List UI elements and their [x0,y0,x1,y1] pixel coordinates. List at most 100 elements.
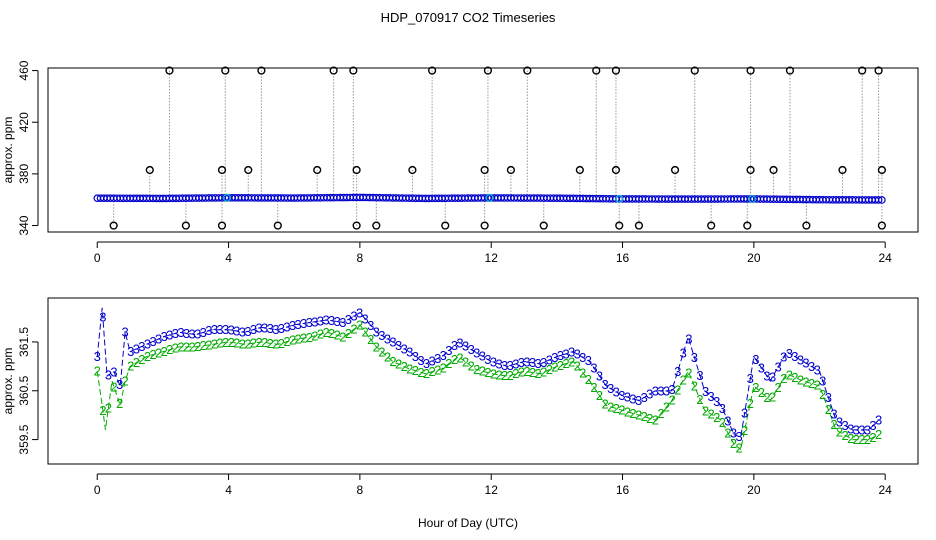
series-2-marker: 2 [155,345,162,360]
series-3-marker: 3 [401,341,408,356]
series-3-marker: 3 [557,348,564,363]
series-3-marker: 3 [702,384,709,399]
series-2-marker: 2 [317,327,324,342]
top-plot-frame [47,67,919,233]
outlier-point [480,221,489,230]
top-x-tick-label: 12 [485,251,499,265]
series-3-marker: 3 [568,345,575,360]
series-2-marker: 2 [624,404,631,419]
series-2-marker: 2 [668,392,675,407]
series-3-marker: 3 [177,325,184,340]
series-2-marker: 2 [747,396,754,411]
top-panel: approx. ppm 0 4 8 12 16 20 24 340 380 420 460 [1,60,919,265]
series-3-marker: 3 [133,341,140,356]
series-3-marker: 3 [362,311,369,326]
series-2-marker: 2 [596,388,603,403]
top-y-tick-label: 460 [17,60,31,80]
outlier-point [523,66,532,75]
series-3-marker: 3 [613,384,620,399]
series-2-marker: 2 [512,366,519,381]
series-2-marker: 2 [646,411,653,426]
series-2-marker: 2 [501,368,508,383]
baseline-point [878,196,886,204]
outlier-point [257,66,266,75]
series-2-marker: 2 [378,344,385,359]
outlier-point [329,66,338,75]
bottom-x-tick-label: 20 [747,483,761,497]
bottom-x-tick-label: 12 [485,483,499,497]
outlier-point [785,66,795,75]
series-3-line [96,307,879,438]
series-2-marker: 2 [847,431,854,446]
top-x-tick-label: 24 [878,251,892,265]
series-3-marker: 3 [328,313,335,328]
series-3-marker: 3 [490,355,497,370]
outlier-point [349,66,358,75]
series-2-marker: 2 [445,356,452,371]
series-2-marker: 2 [250,336,257,351]
series-2-marker: 2 [814,378,821,393]
outlier-point [539,221,548,230]
series-2-marker: 2 [216,336,223,351]
series-3-marker: 3 [244,324,251,339]
outlier-point [181,221,190,230]
series-2-marker: 2 [780,371,787,386]
series-2-marker: 2 [300,331,307,346]
series-3-marker: 3 [322,313,329,328]
outlier-point [575,165,584,175]
outlier-point [165,66,174,75]
series-3-marker: 3 [696,368,703,383]
series-3-marker: 3 [350,309,357,324]
series-3-marker: 3 [205,323,212,338]
series-3-marker: 3 [172,326,179,341]
bottom-x-tick-label: 4 [225,483,232,497]
cyan-point [222,193,231,202]
series-3-marker: 3 [551,350,558,365]
series-2-marker: 2 [618,403,625,418]
series-2-marker: 2 [283,334,290,349]
series-3-marker: 3 [272,322,279,337]
series-2-marker: 2 [691,379,698,394]
bottom-y-tick-label: 361.5 [17,327,31,357]
series-3-marker: 3 [406,345,413,360]
series-3-marker: 3 [668,382,675,397]
outlier-point [592,66,601,75]
bottom-y-tick-label: 359.5 [17,424,31,454]
series-2-marker: 2 [138,352,145,367]
top-y-tick-label: 340 [17,215,31,235]
series-3-marker: 3 [384,331,391,346]
series-3-marker: 3 [149,334,156,349]
outlier-point [408,165,417,175]
series-3-marker: 3 [484,352,491,367]
outlier-point [145,165,154,175]
series-3-marker: 3 [523,354,530,369]
series-3-marker: 3 [94,349,101,364]
series-3-marker: 3 [529,355,536,370]
x-axis-label: Hour of Day (UTC) [418,516,518,530]
series-2-marker: 2 [267,336,274,351]
series-2-marker: 2 [228,335,235,350]
series-3-marker: 3 [99,309,106,324]
series-2-marker: 2 [585,372,592,387]
series-2-marker: 2 [211,337,218,352]
series-2-marker: 2 [473,362,480,377]
series-2-marker: 2 [685,365,692,380]
series-2-marker: 2 [367,332,374,347]
series-3-marker: 3 [211,322,218,337]
outlier-point [615,221,624,230]
series-3-marker: 3 [161,329,168,344]
series-3-marker: 3 [228,323,235,338]
series-2-marker: 2 [590,380,597,395]
series-3-marker: 3 [306,315,313,330]
series-2-marker: 2 [858,432,865,447]
series-2-marker: 2 [417,365,424,380]
series-3-marker: 3 [814,362,821,377]
top-x-tick-label: 0 [94,251,101,265]
series-2-marker: 2 [289,332,296,347]
series-3-marker: 3 [797,352,804,367]
series-3-marker: 3 [255,320,262,335]
series-2-marker: 2 [440,360,447,375]
outlier-point [769,165,778,175]
series-2-marker: 2 [99,403,106,418]
series-2-marker: 2 [222,335,229,350]
